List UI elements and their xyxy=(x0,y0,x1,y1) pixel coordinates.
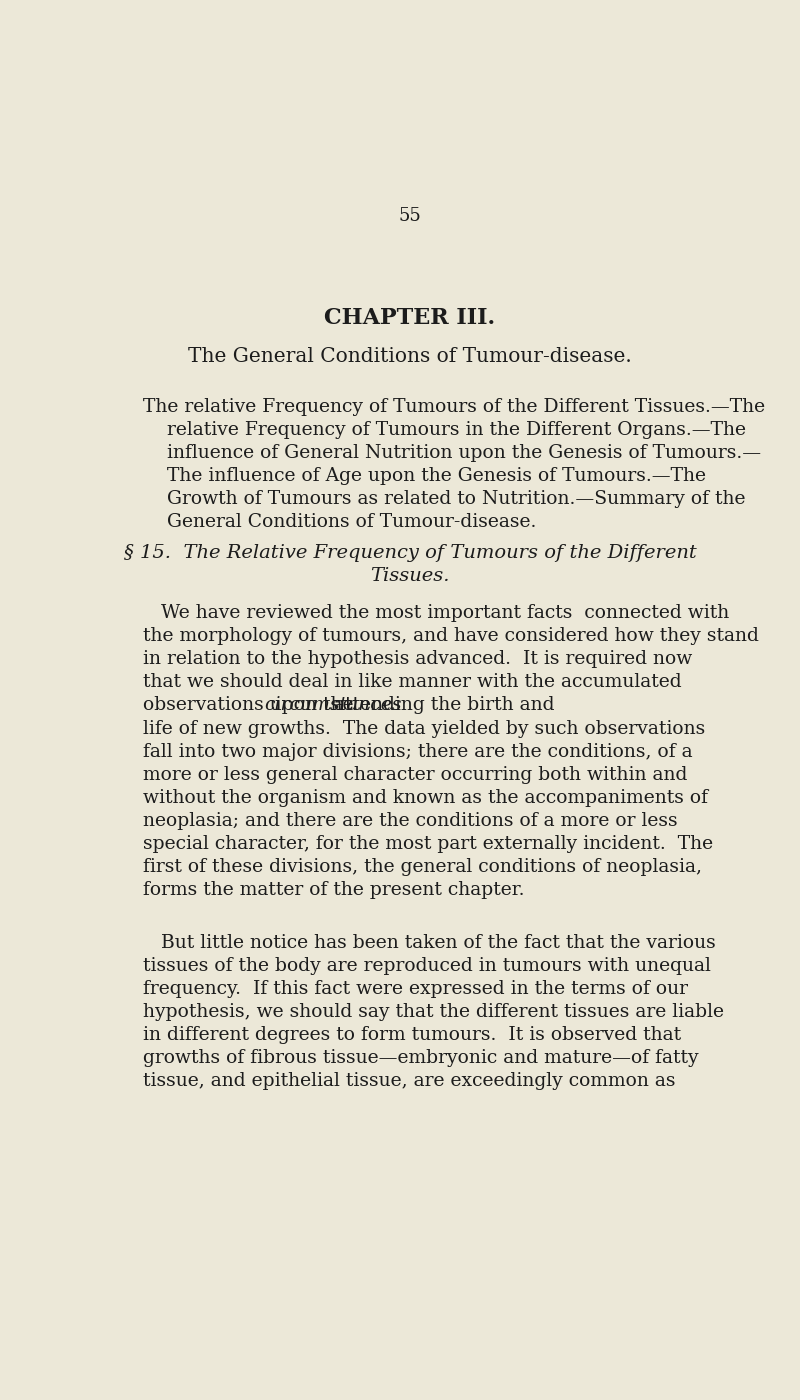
Text: CHAPTER III.: CHAPTER III. xyxy=(325,307,495,329)
Text: special character, for the most part externally incident.  The: special character, for the most part ext… xyxy=(142,834,713,853)
Text: hypothesis, we should say that the different tissues are liable: hypothesis, we should say that the diffe… xyxy=(142,1002,724,1021)
Text: fall into two major divisions; there are the conditions, of a: fall into two major divisions; there are… xyxy=(142,742,692,760)
Text: growths of fibrous tissue—embryonic and mature—of fatty: growths of fibrous tissue—embryonic and … xyxy=(142,1049,698,1067)
Text: General Conditions of Tumour-disease.: General Conditions of Tumour-disease. xyxy=(142,514,536,531)
Text: life of new growths.  The data yielded by such observations: life of new growths. The data yielded by… xyxy=(142,720,705,738)
Text: The General Conditions of Tumour-disease.: The General Conditions of Tumour-disease… xyxy=(188,347,632,367)
Text: The influence of Age upon the Genesis of Tumours.—The: The influence of Age upon the Genesis of… xyxy=(142,468,706,484)
Text: circumstances: circumstances xyxy=(265,696,402,714)
Text: first of these divisions, the general conditions of neoplasia,: first of these divisions, the general co… xyxy=(142,858,702,876)
Text: relative Frequency of Tumours in the Different Organs.—The: relative Frequency of Tumours in the Dif… xyxy=(142,421,746,438)
Text: But little notice has been taken of the fact that the various: But little notice has been taken of the … xyxy=(142,934,715,952)
Text: 55: 55 xyxy=(398,207,422,225)
Text: the morphology of tumours, and have considered how they stand: the morphology of tumours, and have cons… xyxy=(142,627,758,645)
Text: We have reviewed the most important facts  connected with: We have reviewed the most important fact… xyxy=(142,603,729,622)
Text: observations upon the: observations upon the xyxy=(142,696,359,714)
Text: tissues of the body are reproduced in tumours with unequal: tissues of the body are reproduced in tu… xyxy=(142,956,710,974)
Text: in relation to the hypothesis advanced.  It is required now: in relation to the hypothesis advanced. … xyxy=(142,650,692,668)
Text: frequency.  If this fact were expressed in the terms of our: frequency. If this fact were expressed i… xyxy=(142,980,688,998)
Text: more or less general character occurring both within and: more or less general character occurring… xyxy=(142,766,687,784)
Text: § 15.  The Relative Frequency of Tumours of the Different: § 15. The Relative Frequency of Tumours … xyxy=(124,545,696,561)
Text: attending the birth and: attending the birth and xyxy=(328,696,554,714)
Text: neoplasia; and there are the conditions of a more or less: neoplasia; and there are the conditions … xyxy=(142,812,678,830)
Text: tissue, and epithelial tissue, are exceedingly common as: tissue, and epithelial tissue, are excee… xyxy=(142,1072,675,1091)
Text: that we should deal in like manner with the accumulated: that we should deal in like manner with … xyxy=(142,673,682,692)
Text: Tissues.: Tissues. xyxy=(370,567,450,585)
Text: forms the matter of the present chapter.: forms the matter of the present chapter. xyxy=(142,881,524,899)
Text: Growth of Tumours as related to Nutrition.—Summary of the: Growth of Tumours as related to Nutritio… xyxy=(142,490,745,508)
Text: The relative Frequency of Tumours of the Different Tissues.—The: The relative Frequency of Tumours of the… xyxy=(142,398,765,416)
Text: in different degrees to form tumours.  It is observed that: in different degrees to form tumours. It… xyxy=(142,1026,681,1044)
Text: without the organism and known as the accompaniments of: without the organism and known as the ac… xyxy=(142,788,708,806)
Text: influence of General Nutrition upon the Genesis of Tumours.—: influence of General Nutrition upon the … xyxy=(142,444,761,462)
